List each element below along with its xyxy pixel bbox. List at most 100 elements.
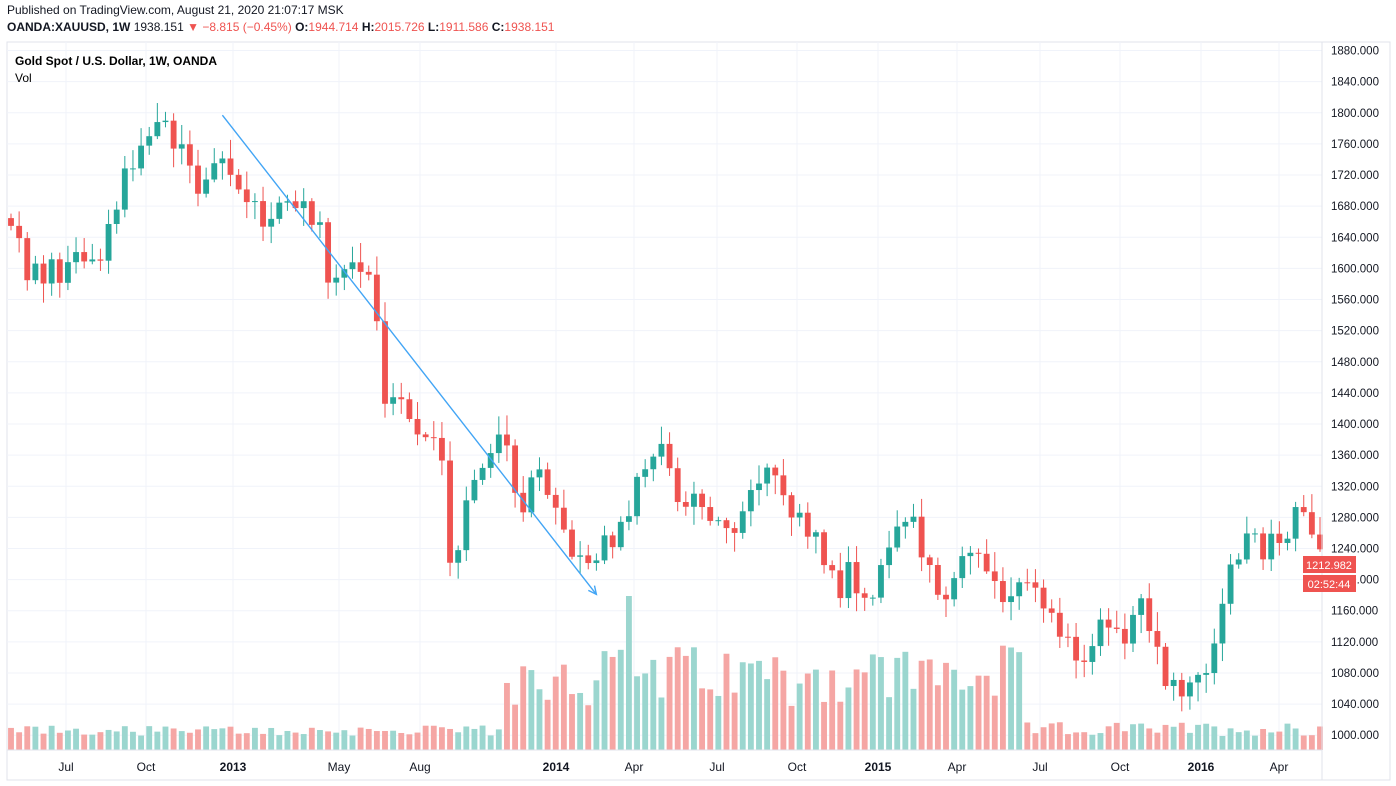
volume-bar — [1138, 723, 1145, 750]
candle-body — [105, 223, 112, 261]
candle-body — [772, 467, 779, 476]
candle-body — [284, 201, 291, 203]
candle-body — [666, 443, 673, 469]
volume-bar — [1121, 731, 1128, 750]
volume-bar — [967, 686, 974, 750]
low-label: L: — [427, 20, 440, 34]
volume-bar — [260, 733, 266, 750]
volume-bar — [406, 734, 413, 750]
candle-body — [918, 516, 925, 558]
candle-body — [861, 593, 868, 598]
volume-bar — [8, 727, 14, 750]
volume-bar — [138, 735, 145, 750]
volume-bar — [186, 732, 193, 750]
candle-body — [48, 259, 55, 284]
volume-bar — [625, 596, 632, 750]
candle-body — [1130, 614, 1136, 644]
volume-bar — [170, 728, 177, 750]
candle-body — [926, 557, 933, 566]
candle-body — [1195, 674, 1201, 683]
candle-body — [1105, 619, 1112, 628]
candle-body — [910, 516, 917, 522]
candle-body — [1268, 533, 1275, 560]
volume-bar — [812, 669, 819, 750]
volume-bar — [268, 727, 275, 750]
candle-body — [195, 165, 201, 194]
volume-bar — [1113, 722, 1120, 750]
volume-bar — [601, 651, 608, 750]
volume-bar — [1211, 726, 1218, 750]
trend-arrow-line[interactable] — [221, 114, 597, 595]
volume-bar — [341, 730, 348, 750]
candle-body — [1016, 582, 1023, 597]
candle-body — [138, 145, 145, 169]
volume-bar — [699, 688, 706, 750]
x-tick-label: Aug — [409, 760, 430, 774]
candle-body — [1040, 587, 1047, 609]
volume-bar — [1292, 728, 1299, 750]
candle-body — [8, 218, 14, 226]
volume-bar — [1227, 728, 1234, 750]
time-axis[interactable]: Jul Oct 2013 May Aug 2014 Apr Jul Oct 2015 Apr Jul O… — [58, 760, 1288, 774]
volume-bar — [674, 647, 681, 750]
volume-bar — [89, 734, 96, 750]
candle-body — [715, 520, 722, 522]
volume-bar — [284, 730, 291, 750]
candle-body — [219, 158, 226, 164]
x-tick-label: 2014 — [543, 760, 570, 774]
candle-body — [121, 168, 128, 210]
low-value: 1911.586 — [439, 20, 489, 34]
volume-bar — [691, 647, 697, 750]
volume-bar — [569, 694, 575, 750]
candle-body — [268, 218, 275, 227]
volume-bar — [1048, 723, 1055, 750]
volume-bar — [666, 656, 673, 750]
ohlc-header: OANDA:XAUUSD, 1W 1938.151 ▼ −8.815 (−0.4… — [7, 20, 554, 34]
candle-body — [64, 262, 71, 283]
candle-body — [674, 468, 681, 503]
volume-bar — [1284, 723, 1291, 750]
volume-bar — [276, 735, 283, 750]
candle-body — [691, 493, 697, 507]
candle-body — [975, 552, 982, 554]
candle-body — [902, 521, 909, 527]
candle-body — [56, 259, 63, 283]
candle-body — [40, 263, 47, 284]
volume-bar — [804, 673, 811, 750]
volume-bar — [821, 701, 827, 750]
candle-body — [325, 222, 332, 283]
volume-bar — [48, 725, 55, 750]
volume-bar — [902, 651, 909, 750]
trend-arrow[interactable] — [221, 114, 598, 596]
candle-body — [1081, 660, 1088, 662]
y-tick-label: 1840.000 — [1331, 77, 1379, 89]
candle-body — [32, 263, 39, 281]
symbol-label: OANDA:XAUUSD, 1W — [7, 20, 131, 34]
volume-bar — [577, 692, 584, 750]
price-axis[interactable]: 1000.000 1040.000 1080.000 1120.000 1160.000… — [1331, 46, 1379, 743]
candle-body — [1292, 507, 1299, 539]
volume-bar — [739, 662, 746, 750]
candle-body — [1300, 507, 1307, 513]
candle-body — [796, 512, 803, 518]
volume-bar — [772, 657, 779, 750]
volume-bar — [1317, 726, 1323, 750]
candle-body — [829, 565, 836, 571]
volume-bar — [1219, 735, 1226, 750]
candle-body — [292, 201, 299, 209]
candle-body — [552, 494, 559, 508]
x-tick-label: Oct — [137, 760, 156, 774]
candle-body — [154, 122, 161, 137]
volume-bar — [560, 664, 567, 750]
candle-body — [89, 259, 96, 262]
candle-body — [146, 136, 153, 146]
candle-body — [967, 552, 974, 557]
candle-body — [487, 453, 494, 468]
volume-bar — [447, 728, 453, 750]
candle-body — [178, 144, 185, 149]
candle-body — [837, 570, 844, 599]
volume-bar — [943, 662, 949, 750]
candle-body — [1235, 559, 1242, 565]
volume-bar — [951, 669, 958, 750]
